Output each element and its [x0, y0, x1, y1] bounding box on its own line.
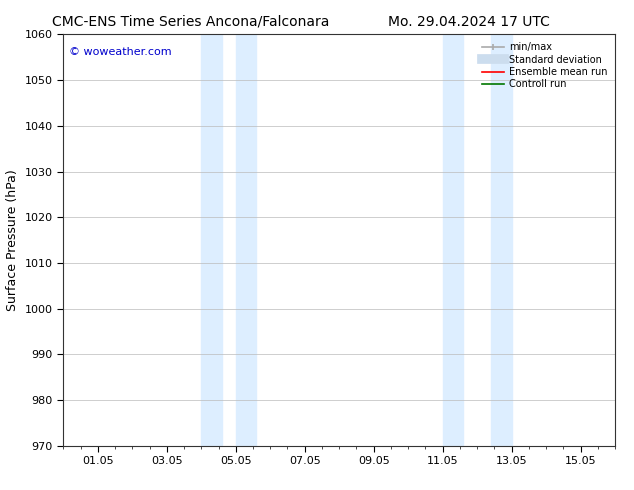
Bar	[236, 34, 256, 446]
Text: CMC-ENS Time Series Ancona/Falconara: CMC-ENS Time Series Ancona/Falconara	[51, 15, 329, 29]
Bar	[443, 34, 463, 446]
Legend: min/max, Standard deviation, Ensemble mean run, Controll run: min/max, Standard deviation, Ensemble me…	[479, 39, 610, 92]
Bar	[491, 34, 512, 446]
Text: © woweather.com: © woweather.com	[69, 47, 172, 57]
Y-axis label: Surface Pressure (hPa): Surface Pressure (hPa)	[6, 169, 19, 311]
Text: Mo. 29.04.2024 17 UTC: Mo. 29.04.2024 17 UTC	[388, 15, 550, 29]
Bar	[202, 34, 222, 446]
